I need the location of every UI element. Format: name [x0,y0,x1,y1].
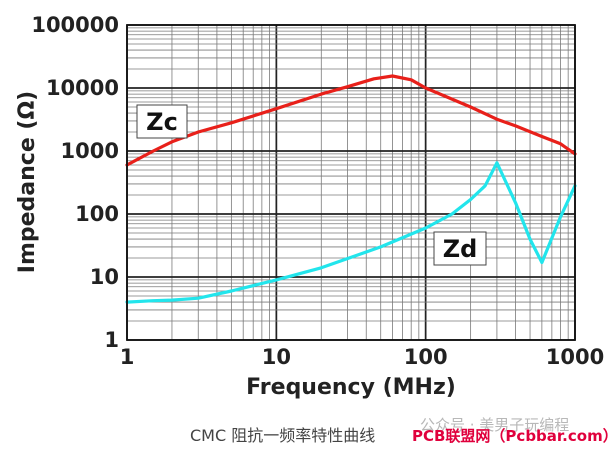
x-tick-label: 10 [262,345,291,369]
impedance-chart: 1 10 100 1000 1 10 100 1000 10000 100000 Frequenc… [15,13,604,400]
y-tick-label: 100 [75,202,119,226]
plot-area [127,25,575,340]
figure-caption: CMC 阻抗一频率特性曲线 [190,426,376,445]
y-tick-label: 100000 [31,13,119,37]
y-axis-title: Impedance (Ω) [15,91,40,273]
y-tick-label: 1 [104,328,119,352]
y-tick-label: 10000 [46,76,119,100]
tick-labels: 1 10 100 1000 1 10 100 1000 10000 100000 [31,13,604,369]
y-tick-label: 1000 [61,139,119,163]
x-tick-label: 1000 [546,345,604,369]
series-line-zc [125,74,577,167]
x-tick-label: 100 [404,345,448,369]
series-lines [125,74,577,304]
y-tick-label: 10 [90,265,119,289]
zd-label: Zd [443,235,478,263]
zd-label-box: Zd [433,231,487,266]
grid [126,24,576,341]
x-tick-label: 1 [120,345,135,369]
watermark: PCB联盟网（Pcbbar.com） [412,427,609,445]
plot-frame [126,24,576,341]
series-line-zd [125,161,577,304]
zc-label-background [136,104,188,139]
zc-label-box: Zc [136,104,188,139]
zd-label-background [433,231,487,266]
x-axis-title: Frequency (MHz) [246,375,456,400]
zc-label: Zc [146,108,178,136]
watermark-faint: 公众号 · 美男子玩编程 [420,416,570,434]
